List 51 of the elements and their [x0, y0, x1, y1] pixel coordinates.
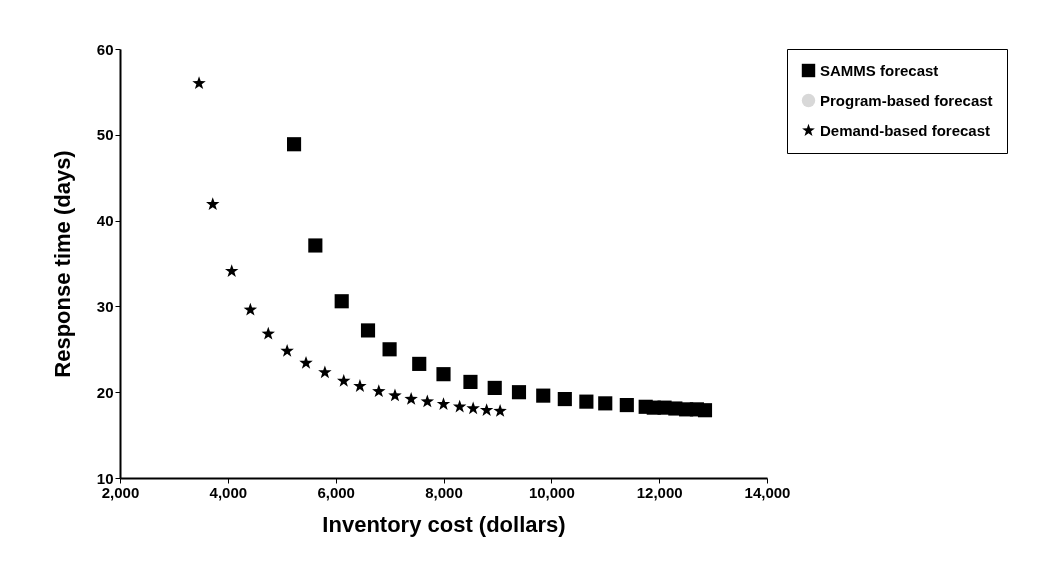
point [536, 388, 551, 403]
point [243, 302, 258, 316]
y-tick-label: 60 [96, 40, 114, 58]
point [412, 356, 427, 371]
point [466, 401, 480, 415]
legend-label: Demand-based forecast [820, 121, 991, 139]
point [420, 394, 435, 408]
point [224, 264, 239, 277]
point [511, 385, 527, 400]
x-tick-label: 14,000 [744, 483, 791, 501]
point [261, 326, 275, 340]
point [388, 388, 402, 402]
point [436, 367, 451, 382]
point [436, 397, 451, 410]
point [579, 394, 594, 409]
x-tick-label: 12,000 [636, 483, 683, 501]
y-tick-label: 50 [96, 126, 114, 144]
point [697, 403, 713, 418]
y-tick-label: 20 [96, 383, 114, 401]
point [299, 355, 313, 369]
point [598, 396, 613, 411]
point [192, 76, 206, 90]
point [557, 391, 572, 407]
point [404, 391, 418, 405]
point [382, 342, 397, 357]
point [487, 380, 502, 395]
x-axis-title: Inventory cost (dollars) [322, 511, 566, 537]
point [206, 197, 220, 211]
x-tick-label: 8,000 [425, 483, 463, 501]
point [372, 384, 386, 398]
x-tick-label: 4,000 [209, 483, 248, 501]
y-tick-label: 30 [96, 297, 114, 315]
point [334, 294, 349, 309]
x-tick-label: 6,000 [317, 483, 355, 501]
point [308, 238, 323, 253]
y-tick-label: 40 [96, 212, 114, 230]
point [360, 323, 376, 338]
legend-label: Program-based forecast [820, 91, 993, 109]
point [463, 374, 478, 389]
legend-label: SAMMS forecast [820, 61, 939, 79]
point [353, 379, 367, 392]
point [493, 404, 507, 417]
y-axis-title: Response time (days) [49, 150, 75, 378]
x-tick-label: 10,000 [528, 483, 575, 501]
point [452, 399, 467, 413]
point [280, 343, 294, 357]
point [479, 403, 494, 416]
point [337, 373, 351, 387]
point [619, 398, 634, 413]
point [318, 365, 332, 379]
point [286, 137, 302, 152]
